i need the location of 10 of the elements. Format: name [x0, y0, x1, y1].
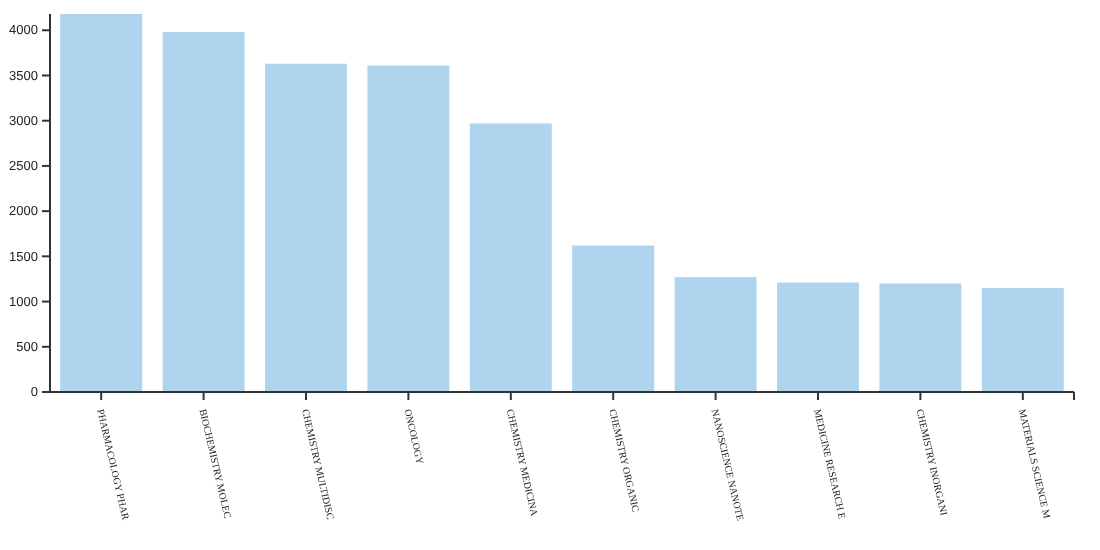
bar: [60, 14, 143, 392]
bar: [777, 282, 859, 392]
bar: [265, 63, 347, 392]
bar: [981, 288, 1064, 392]
bar: [674, 277, 757, 392]
bar: [367, 65, 450, 392]
bar: [469, 123, 552, 392]
bar: [162, 32, 245, 392]
bar: [572, 245, 655, 392]
bar: [879, 283, 962, 392]
